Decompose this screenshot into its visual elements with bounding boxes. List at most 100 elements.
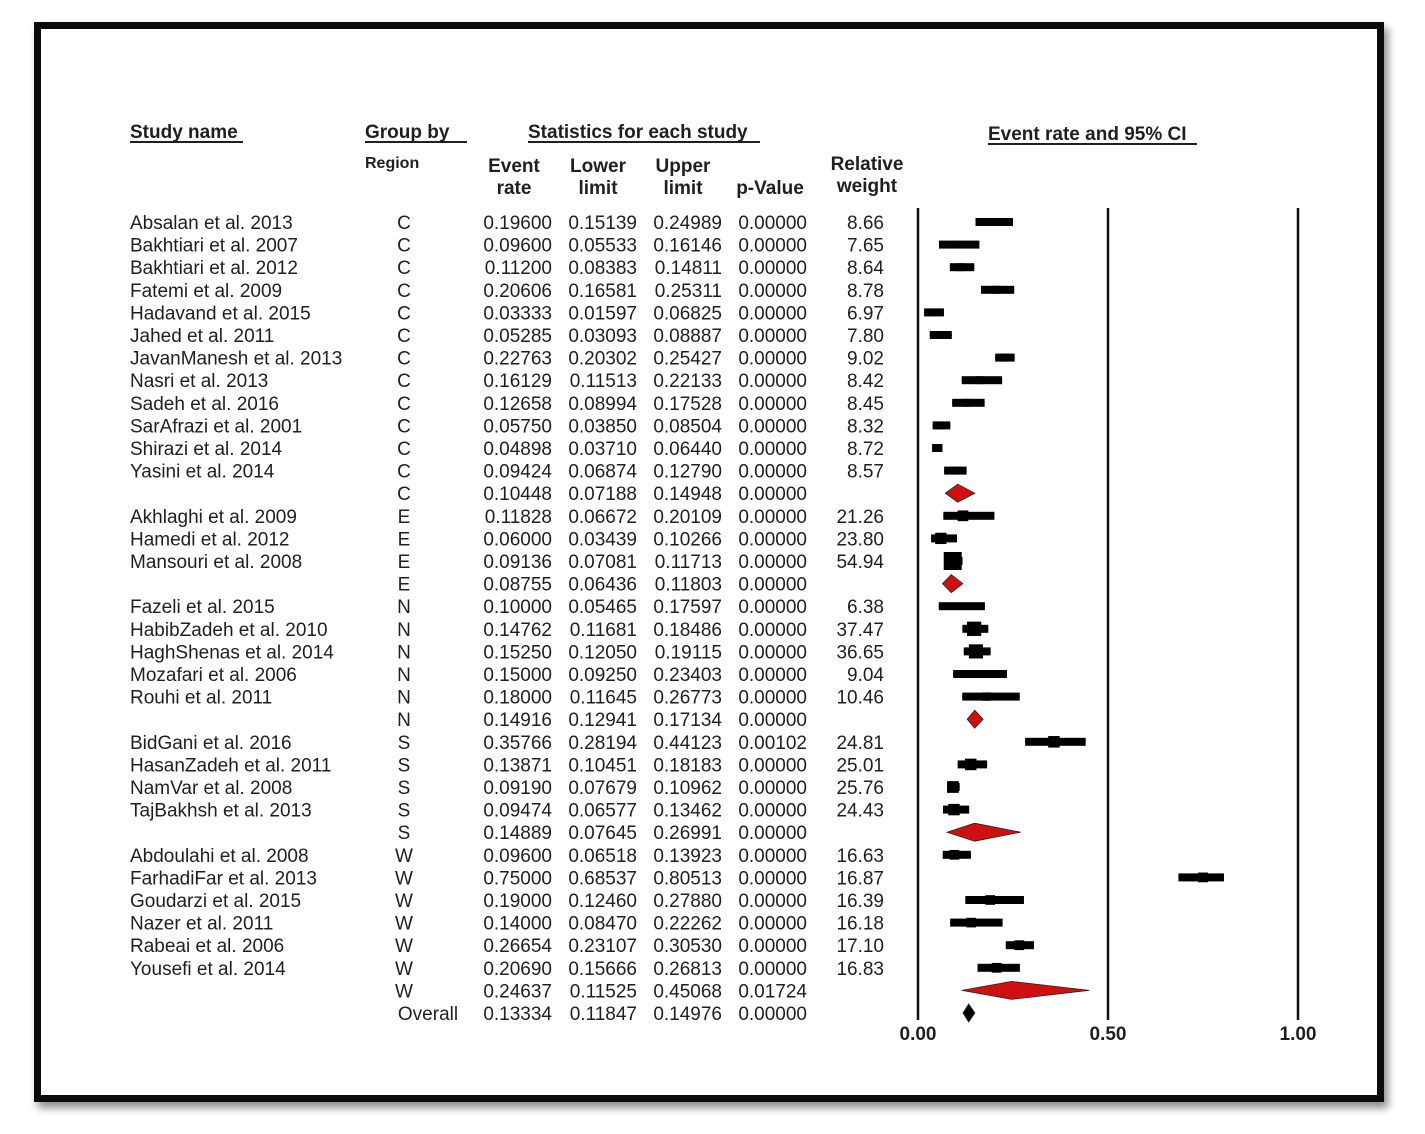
relative-weight: 16.39 (836, 891, 884, 912)
p-value: 0.00000 (738, 642, 807, 663)
table-row: Akhlaghi et al. 2009 E 0.11828 0.06672 0.201… (130, 507, 884, 528)
lower-limit: 0.08470 (568, 914, 637, 935)
group-label: S (398, 823, 411, 844)
study-name: Rouhi et al. 2011 (130, 688, 272, 709)
p-value: 0.00000 (738, 462, 807, 483)
relative-weight: 9.02 (847, 349, 884, 370)
p-value: 0.01724 (738, 981, 807, 1002)
p-value: 0.00000 (738, 688, 807, 709)
relative-weight: 21.26 (836, 507, 884, 528)
figure-frame (34, 22, 1384, 1102)
header-region: Region (365, 155, 419, 172)
subgroup-diamond (945, 822, 1021, 842)
subgroup-diamond (966, 709, 984, 729)
point-estimate (947, 781, 959, 793)
ci-bar (950, 918, 1003, 927)
header-group-by: Group by (365, 122, 450, 143)
lower-limit: 0.05465 (568, 597, 637, 618)
event-rate: 0.04898 (483, 439, 552, 460)
p-value: 0.00000 (738, 620, 807, 641)
p-value: 0.00000 (738, 552, 807, 573)
group-label: N (397, 710, 411, 731)
lower-limit: 0.11525 (570, 981, 637, 1002)
p-value: 0.00000 (738, 710, 807, 731)
event-rate: 0.20690 (483, 959, 552, 980)
lower-limit: 0.03439 (568, 529, 637, 550)
upper-limit: 0.06440 (653, 439, 722, 460)
plot-marks (924, 218, 1224, 1023)
overall-row: Overall 0.13334 0.11847 0.14976 0.00000 (398, 1004, 807, 1025)
table-row: Mozafari et al. 2006 N 0.15000 0.09250 0.234… (130, 665, 884, 686)
group-label: S (398, 801, 411, 822)
study-name: Abdoulahi et al. 2008 (130, 846, 309, 867)
study-name: Nazer et al. 2011 (130, 914, 273, 935)
relative-weight: 54.94 (836, 552, 884, 573)
upper-limit: 0.10962 (653, 778, 722, 799)
group-label: C (397, 258, 411, 279)
point-estimate (1048, 736, 1060, 748)
relative-weight: 16.63 (836, 846, 884, 867)
group-label: S (398, 778, 411, 799)
relative-weight: 8.66 (847, 213, 884, 234)
relative-weight: 24.43 (836, 801, 884, 822)
point-estimate (966, 621, 982, 636)
point-estimate (1000, 353, 1009, 362)
lower-limit: 0.09250 (568, 665, 637, 686)
group-label: C (397, 394, 411, 415)
study-name: Mozafari et al. 2006 (130, 665, 297, 686)
p-value: 0.00000 (738, 575, 807, 596)
relative-weight: 8.45 (847, 394, 884, 415)
p-value: 0.00000 (738, 755, 807, 776)
point-estimate (932, 444, 941, 452)
event-rate: 0.10448 (483, 484, 552, 505)
event-rate: 0.09474 (483, 801, 552, 822)
upper-limit: 0.22133 (653, 371, 722, 392)
lower-limit: 0.15666 (568, 959, 637, 980)
group-label: N (397, 620, 411, 641)
p-value: 0.00000 (738, 213, 807, 234)
lower-limit: 0.12050 (568, 642, 637, 663)
tick-label: 0.50 (1090, 1024, 1127, 1045)
relative-weight: 10.46 (836, 688, 884, 709)
upper-limit: 0.12790 (653, 462, 722, 483)
header-relweight-2: weight (836, 176, 898, 197)
study-name: Fatemi et al. 2009 (130, 281, 282, 302)
p-value: 0.00000 (738, 868, 807, 889)
event-rate: 0.22763 (483, 349, 552, 370)
event-rate: 0.14762 (483, 620, 552, 641)
relative-weight: 8.42 (847, 371, 884, 392)
table-row: TajBakhsh et al. 2013 S 0.09474 0.06577 0.13… (130, 801, 884, 822)
point-estimate (934, 331, 942, 339)
point-estimate (948, 803, 960, 816)
group-label: C (397, 416, 411, 437)
table-row: Shirazi et al. 2014 C 0.04898 0.03710 0.0644… (130, 439, 884, 460)
relative-weight: 8.57 (847, 462, 884, 483)
group-label: N (397, 688, 411, 709)
relative-weight: 36.65 (836, 642, 884, 663)
header-upper-1: Upper (656, 156, 712, 177)
header-pvalue: p-Value (736, 178, 804, 199)
study-name: Absalan et al. 2013 (130, 213, 293, 234)
point-estimate (957, 510, 969, 522)
study-name: Fazeli et al. 2015 (130, 597, 275, 618)
lower-limit: 0.20302 (568, 349, 637, 370)
event-rate: 0.35766 (483, 733, 552, 754)
relative-weight: 9.04 (847, 665, 884, 686)
event-rate: 0.11200 (485, 258, 552, 279)
point-estimate (950, 240, 959, 249)
upper-limit: 0.13923 (653, 846, 722, 867)
upper-limit: 0.27880 (653, 891, 722, 912)
p-value: 0.00000 (738, 507, 807, 528)
point-estimate (985, 895, 996, 905)
point-estimate (970, 669, 980, 679)
event-rate: 0.03333 (483, 303, 552, 324)
table-row: Hamedi et al. 2012 E 0.06000 0.03439 0.10266… (130, 529, 884, 550)
upper-limit: 0.17597 (653, 597, 722, 618)
upper-limit: 0.14976 (653, 1004, 722, 1025)
event-rate: 0.15250 (483, 642, 552, 663)
upper-limit: 0.25311 (655, 281, 722, 302)
lower-limit: 0.05533 (568, 236, 637, 257)
upper-limit: 0.14948 (653, 484, 722, 505)
subgroup-row: S 0.14889 0.07645 0.26991 0.00000 (398, 823, 807, 844)
